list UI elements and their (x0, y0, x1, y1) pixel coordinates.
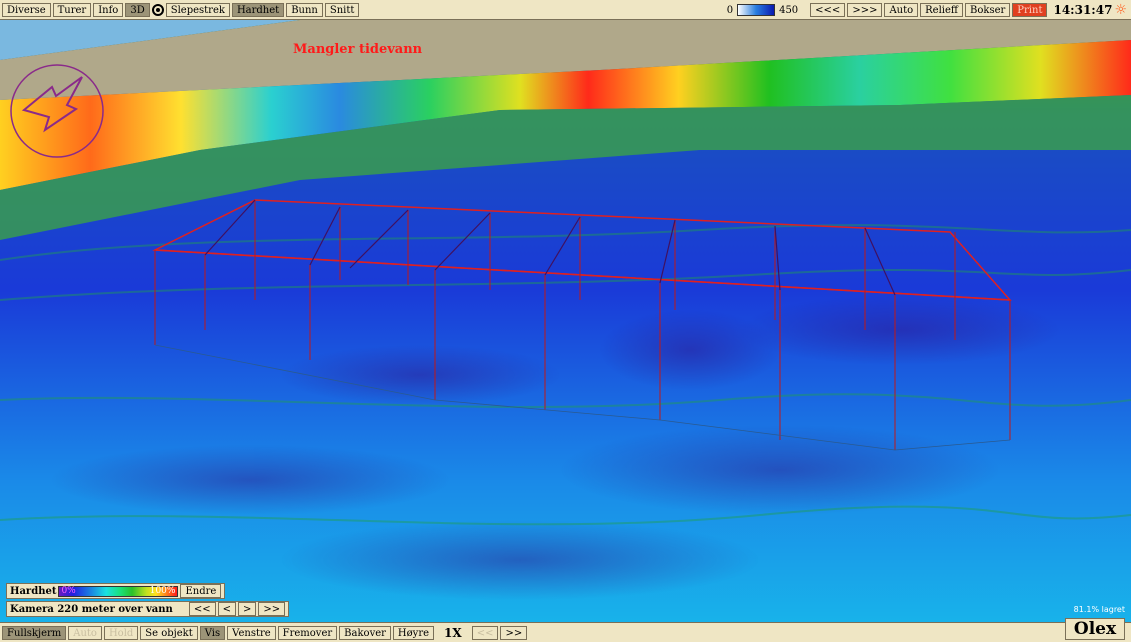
hardness-row: Hardhet 0% 100% Endre (6, 583, 226, 599)
bottom-toolbar: Fullskjerm Auto Hold Se objekt Vis Venst… (0, 622, 1131, 642)
camera-row: Kamera 220 meter over vann << < > >> (6, 601, 290, 617)
trawl-box-wireframe (152, 199, 1012, 451)
speed-up-button[interactable]: >> (500, 626, 528, 640)
info-button[interactable]: Info (93, 3, 124, 17)
camera-up-button[interactable]: > (237, 602, 257, 616)
hoyre-button[interactable]: Høyre (392, 626, 435, 640)
se-objekt-button[interactable]: Se objekt (140, 626, 198, 640)
camera-height-label: Kamera 220 meter over vann (10, 603, 173, 615)
hold-button[interactable]: Hold (103, 626, 139, 640)
control-panel: Hardhet 0% 100% Endre Kamera 220 meter o… (6, 581, 290, 617)
print-button[interactable]: Print (1012, 3, 1048, 17)
tide-warning-message: Mangler tidevann (293, 42, 423, 57)
auto-button[interactable]: Auto (884, 3, 919, 17)
auto-follow-button[interactable]: Auto (68, 626, 102, 640)
hardhet-button[interactable]: Hardhet (231, 3, 285, 17)
bakover-button[interactable]: Bakover (339, 626, 391, 640)
hardness-label: Hardhet (10, 585, 57, 597)
speed-down-button[interactable]: << (471, 626, 499, 640)
venstre-button[interactable]: Venstre (227, 626, 276, 640)
snitt-button[interactable]: Snitt (324, 3, 360, 17)
legend-max: 100% (149, 585, 176, 596)
sun-icon[interactable]: ☼ (1114, 2, 1127, 18)
direction-arrow-icon (21, 76, 83, 133)
depth-scale-min: 0 (726, 4, 734, 16)
top-toolbar: Diverse Turer Info 3D Slepestrek Hardhet… (0, 0, 1131, 20)
camera-down-button[interactable]: < (217, 602, 236, 616)
legend-min: 0% (61, 585, 76, 596)
vis-button[interactable]: Vis (199, 626, 226, 640)
camera-up-fast-button[interactable]: >> (258, 602, 286, 616)
turer-button[interactable]: Turer (52, 3, 92, 17)
compass[interactable] (10, 64, 104, 158)
diverse-button[interactable]: Diverse (2, 3, 51, 17)
bokser-button[interactable]: Bokser (965, 3, 1011, 17)
fullskjerm-button[interactable]: Fullskjerm (2, 626, 67, 640)
hardness-color-legend: 0% 100% (58, 585, 179, 597)
endre-button[interactable]: Endre (180, 584, 222, 598)
fremover-button[interactable]: Fremover (277, 626, 338, 640)
back-fast-button[interactable]: <<< (810, 3, 846, 17)
camera-down-fast-button[interactable]: << (188, 602, 216, 616)
layer-status: 81.1% lagret (1073, 605, 1125, 614)
olex-logo: Olex (1065, 618, 1125, 640)
depth-scale-max: 450 (779, 4, 799, 16)
depth-scale-bar (737, 4, 776, 16)
speed-indicator: 1X (444, 626, 462, 640)
bunn-button[interactable]: Bunn (286, 3, 323, 17)
3d-toggle-button[interactable]: 3D (125, 3, 150, 17)
forward-fast-button[interactable]: >>> (847, 3, 883, 17)
target-icon[interactable] (151, 4, 164, 16)
slepestrek-button[interactable]: Slepestrek (165, 3, 230, 17)
clock: 14:31:47 (1053, 3, 1113, 17)
relieff-button[interactable]: Relieff (920, 3, 964, 17)
